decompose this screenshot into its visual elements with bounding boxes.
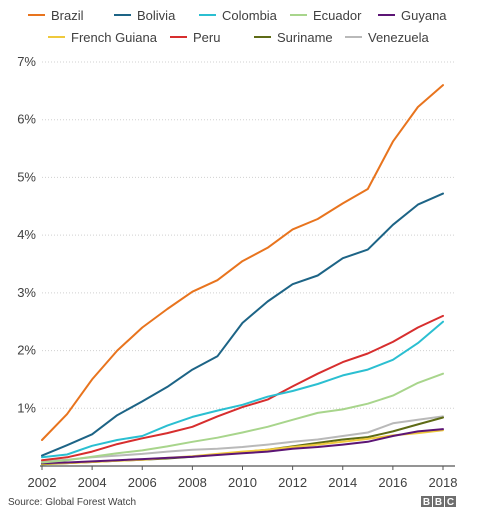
legend-label: Colombia: [222, 8, 278, 23]
x-tick-label: 2014: [328, 475, 357, 490]
series-line-venezuela: [41, 415, 444, 463]
x-tick-label: 2012: [278, 475, 307, 490]
logo-letter: B: [435, 497, 442, 508]
legend-label: French Guiana: [71, 30, 158, 45]
series-line-peru: [41, 314, 444, 462]
y-tick-label: 7%: [17, 54, 36, 69]
logo-letter: B: [423, 497, 430, 508]
series-lines: [41, 84, 444, 466]
source-note: Source: Global Forest Watch: [8, 497, 136, 508]
series-line-bolivia: [41, 192, 444, 457]
x-tick-label: 2002: [28, 475, 57, 490]
legend-label: Venezuela: [368, 30, 429, 45]
y-tick-label: 5%: [17, 169, 36, 184]
legend-label: Brazil: [51, 8, 84, 23]
x-axis-ticks: 2002 2004 2006 2008 2010 2012 2014 2016 2018: [28, 466, 458, 490]
legend-label: Guyana: [401, 8, 447, 23]
y-tick-label: 3%: [17, 285, 36, 300]
logo-block: [421, 496, 432, 507]
x-tick-label: 2016: [378, 475, 407, 490]
gridlines: [42, 61, 455, 409]
series-line-colombia: [41, 320, 444, 459]
y-tick-label: 1%: [17, 400, 36, 415]
logo-block: [433, 496, 444, 507]
logo-block: [445, 496, 456, 507]
x-tick-label: 2008: [178, 475, 207, 490]
y-axis-ticks: 1% 2% 3% 4% 5% 6% 7%: [17, 54, 36, 415]
series-line-guyana: [41, 428, 444, 465]
x-tick-label: 2018: [429, 475, 458, 490]
x-tick-label: 2006: [128, 475, 157, 490]
legend-label: Peru: [193, 30, 220, 45]
series-line-ecuador: [41, 372, 444, 464]
y-tick-label: 6%: [17, 112, 36, 127]
legend-label: Bolivia: [137, 8, 176, 23]
x-tick-label: 2004: [78, 475, 107, 490]
legend-label: Suriname: [277, 30, 333, 45]
x-tick-label: 2010: [228, 475, 257, 490]
legend-label: Ecuador: [313, 8, 362, 23]
logo-letter: C: [447, 497, 454, 508]
legend: Brazil Bolivia Colombia Ecuador Guyana French…: [28, 8, 447, 45]
y-tick-label: 4%: [17, 227, 36, 242]
y-tick-label: 2%: [17, 343, 36, 358]
series-line-brazil: [41, 84, 444, 441]
